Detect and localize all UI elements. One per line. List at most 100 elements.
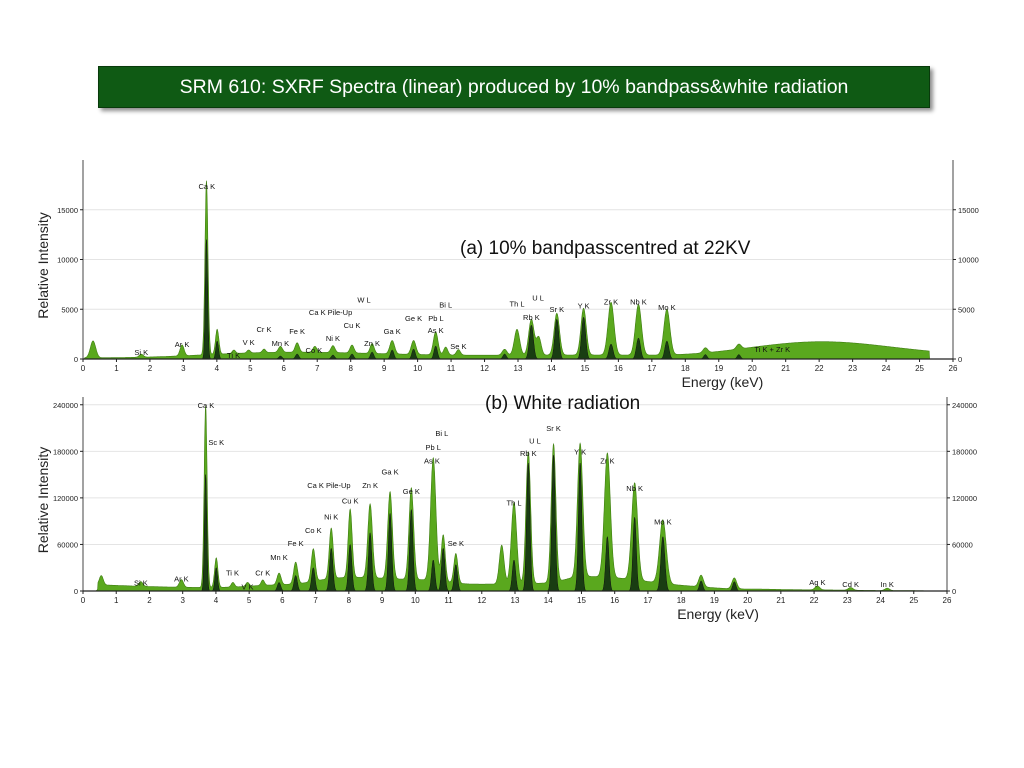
peak-label: Pb L — [426, 443, 441, 452]
peak-label: Cr K — [257, 325, 272, 334]
peak-label: Bi L — [435, 429, 448, 438]
y-tick-label: 60000 — [57, 540, 78, 549]
peak-label: W L — [357, 295, 370, 304]
peak-label: In K — [881, 580, 894, 589]
peak-label: Ca K Pile-Up — [309, 308, 352, 317]
x-tick-label: 3 — [181, 364, 186, 373]
peak-label: Ti K + Zr K — [754, 345, 790, 354]
x-tick-label: 1 — [114, 364, 119, 373]
peak-label: Cd K — [842, 580, 859, 589]
peak-label: Zn K — [362, 481, 378, 490]
peak-label: Zr K — [600, 457, 614, 466]
peak-label: Rb K — [520, 449, 537, 458]
x-axis-title: Energy (keV) — [677, 606, 759, 622]
x-tick-label: 22 — [810, 596, 819, 605]
peak-label: Mn K — [272, 339, 290, 348]
x-tick-label: 6 — [280, 596, 285, 605]
peak-label: Sr K — [550, 305, 565, 314]
x-tick-label: 0 — [81, 596, 86, 605]
peak-label: Cr K — [255, 568, 270, 577]
peak-label: U L — [532, 293, 544, 302]
y-tick-label-right: 0 — [958, 355, 962, 364]
y-tick-label-right: 120000 — [952, 494, 977, 503]
x-tick-label: 19 — [710, 596, 719, 605]
x-tick-label: 4 — [215, 364, 220, 373]
peak-label: Zr K — [604, 297, 618, 306]
y-tick-label: 240000 — [53, 401, 78, 410]
peak-label: Se K — [450, 342, 466, 351]
x-tick-label: 17 — [643, 596, 652, 605]
peak-label: Bi L — [439, 300, 452, 309]
x-tick-label: 21 — [781, 364, 790, 373]
x-axis-title: Energy (keV) — [682, 374, 764, 390]
peak-label: Th L — [506, 499, 521, 508]
x-tick-label: 25 — [909, 596, 918, 605]
x-tick-label: 13 — [514, 364, 523, 373]
peak-label: Ti K — [227, 351, 240, 360]
chart-panel-a: 0 1 2 3 4 5 6 7 8 9 10 11 12 13 14 15 16 17 18 19 20 21 22 23 24… — [35, 160, 979, 390]
x-tick-label: 6 — [282, 364, 287, 373]
x-tick-label: 21 — [776, 596, 785, 605]
peak-label: Ar K — [174, 575, 189, 584]
x-tick-label: 23 — [848, 364, 857, 373]
x-tick-label: 14 — [544, 596, 553, 605]
peak-label: Ca K — [198, 401, 215, 410]
x-tick-label: 18 — [681, 364, 690, 373]
x-tick-label: 15 — [580, 364, 589, 373]
peak-label: Si K — [134, 348, 148, 357]
x-tick-label: 19 — [714, 364, 723, 373]
peak-label: Sc K — [208, 438, 224, 447]
y-tick-label-right: 15000 — [958, 206, 979, 215]
peak-label: Ca K — [198, 182, 215, 191]
y-axis-title: Relative Intensity — [35, 212, 51, 319]
peak-label: Ni K — [324, 513, 338, 522]
x-tick-label: 11 — [447, 364, 456, 373]
x-tick-label: 9 — [380, 596, 385, 605]
x-tick-label: 11 — [444, 596, 453, 605]
peak-label: Ga K — [384, 327, 401, 336]
peak-label: Ni K — [326, 334, 340, 343]
peak-label: Co K — [306, 346, 323, 355]
peak-label: Y K — [578, 301, 590, 310]
y-tick-label-right: 10000 — [958, 256, 979, 265]
peak-label: As K — [428, 326, 444, 335]
peak-label: Si K — [134, 579, 148, 588]
x-tick-label: 26 — [943, 596, 952, 605]
y-tick-label-right: 60000 — [952, 540, 973, 549]
peak-label: Ge K — [405, 314, 422, 323]
y-axis-title: Relative Intensity — [35, 447, 51, 554]
peak-label: Rb K — [523, 313, 540, 322]
peak-label: Ti K — [226, 568, 239, 577]
x-tick-label: 5 — [247, 596, 252, 605]
x-tick-label: 18 — [677, 596, 686, 605]
peak-label: Th L — [509, 299, 524, 308]
peak-label: Ga K — [382, 468, 399, 477]
peak-label: Nb K — [630, 297, 647, 306]
y-tick-label: 15000 — [57, 206, 78, 215]
x-tick-label: 16 — [610, 596, 619, 605]
panel-b-caption: (b) White radiation — [485, 393, 641, 414]
y-tick-label: 180000 — [53, 447, 78, 456]
y-tick-label-right: 0 — [952, 587, 956, 596]
peak-label: Mo K — [654, 517, 672, 526]
y-tick-label: 120000 — [53, 494, 78, 503]
y-tick-label-right: 180000 — [952, 447, 977, 456]
x-tick-label: 20 — [748, 364, 757, 373]
peak-label: Mn K — [270, 553, 288, 562]
peak-label: Sr K — [546, 424, 561, 433]
peak-label: Cu K — [342, 496, 359, 505]
x-tick-label: 14 — [547, 364, 556, 373]
x-tick-label: 10 — [411, 596, 420, 605]
x-tick-label: 25 — [915, 364, 924, 373]
peak-label: Se K — [448, 539, 464, 548]
x-tick-label: 2 — [147, 596, 152, 605]
x-tick-label: 26 — [949, 364, 958, 373]
x-tick-label: 4 — [214, 596, 219, 605]
peak-label: V K — [243, 338, 255, 347]
peak-label: Ar K — [175, 340, 190, 349]
x-tick-label: 17 — [647, 364, 656, 373]
peak-label: V K — [241, 582, 253, 591]
x-tick-label: 9 — [382, 364, 387, 373]
x-tick-label: 22 — [815, 364, 824, 373]
y-tick-label: 10000 — [57, 256, 78, 265]
